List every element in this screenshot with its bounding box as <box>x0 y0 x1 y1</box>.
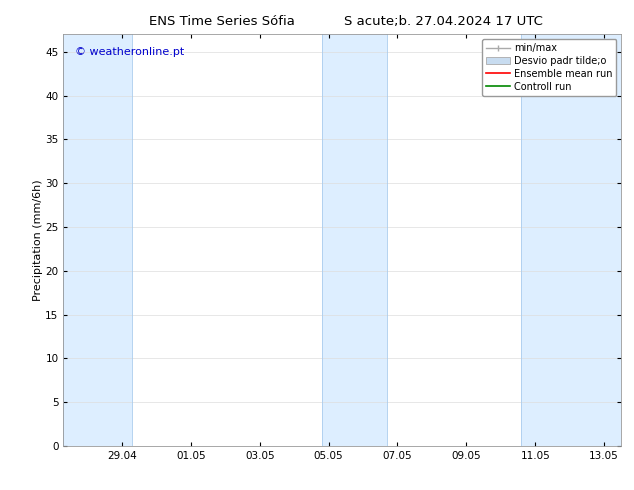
Text: © weatheronline.pt: © weatheronline.pt <box>75 47 184 57</box>
Bar <box>521 34 621 446</box>
Y-axis label: Precipitation (mm/6h): Precipitation (mm/6h) <box>32 179 42 301</box>
Legend: min/max, Desvio padr tilde;o, Ensemble mean run, Controll run: min/max, Desvio padr tilde;o, Ensemble m… <box>482 39 616 96</box>
Bar <box>321 34 387 446</box>
Text: S acute;b. 27.04.2024 17 UTC: S acute;b. 27.04.2024 17 UTC <box>344 15 543 28</box>
Text: ENS Time Series Sófia: ENS Time Series Sófia <box>149 15 295 28</box>
Bar <box>63 34 133 446</box>
